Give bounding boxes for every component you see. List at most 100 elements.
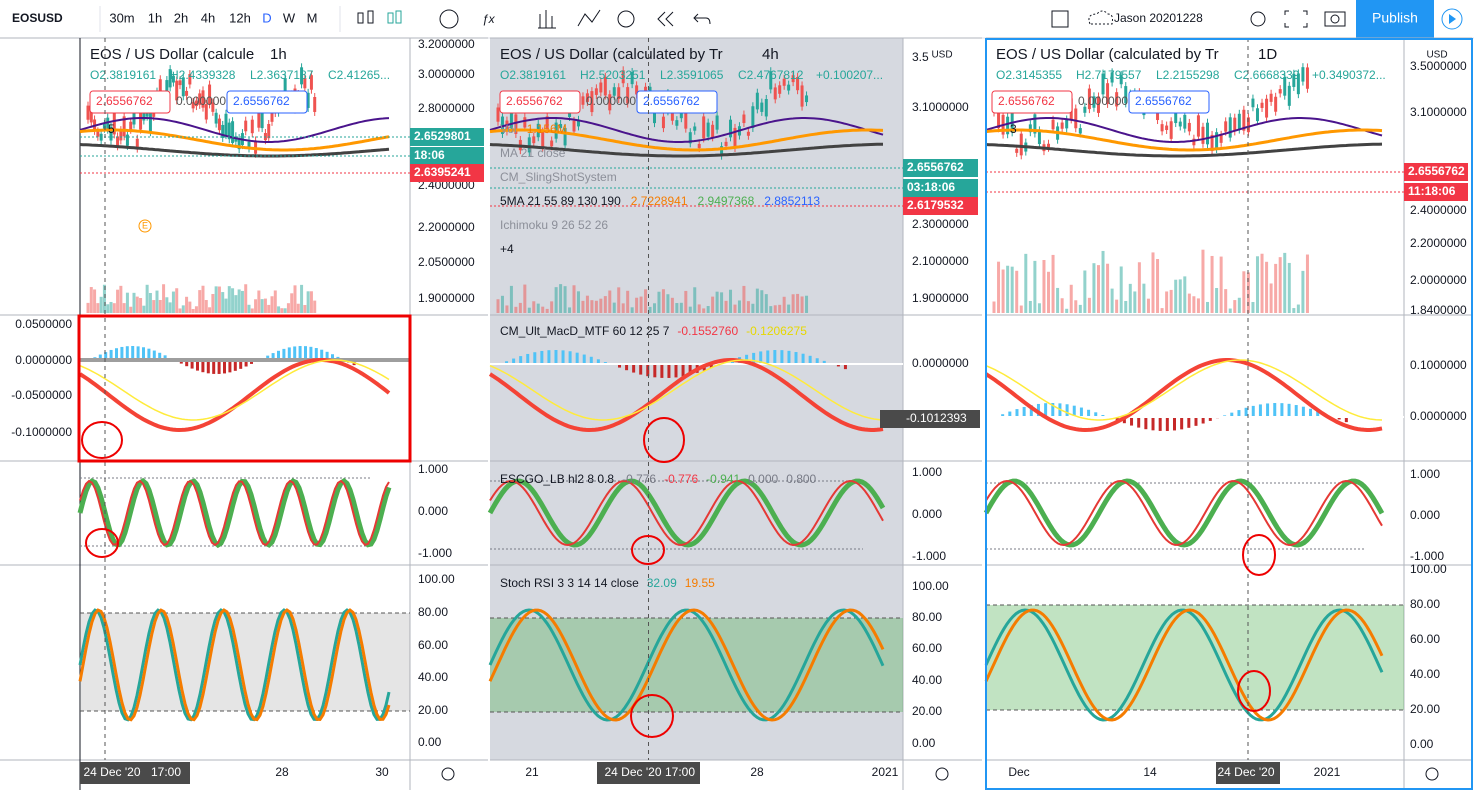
- volume-bar: [769, 306, 773, 313]
- volume-bar: [1065, 308, 1069, 313]
- volume-bar: [791, 294, 795, 313]
- volume-bar: [617, 287, 621, 313]
- axis-label: 2.4000000: [1410, 203, 1467, 217]
- axis-label: 60.00: [418, 638, 448, 652]
- volume-bar: [152, 300, 156, 313]
- histogram-bar: [660, 364, 664, 378]
- symbol[interactable]: EOSUSD: [12, 11, 63, 25]
- volume-bar: [300, 284, 304, 313]
- collapse-count[interactable]: 3: [1010, 122, 1017, 136]
- interval-button[interactable]: 1h: [148, 10, 162, 25]
- interval-button[interactable]: M: [307, 10, 318, 25]
- settings-icon[interactable]: [1425, 767, 1439, 781]
- volume-bar: [992, 301, 996, 313]
- histogram-bar: [131, 346, 135, 360]
- settings-icon[interactable]: [935, 767, 949, 781]
- histogram-bar: [244, 360, 248, 367]
- publish-button[interactable]: [1356, 0, 1434, 38]
- volume-bar: [670, 297, 674, 313]
- volume-bar: [1060, 298, 1064, 313]
- time-label: 17:00: [151, 765, 181, 779]
- histogram-bar: [512, 358, 516, 364]
- interval-button[interactable]: 4h: [201, 10, 215, 25]
- volume-bar: [1265, 261, 1269, 313]
- layout-name[interactable]: Jason 20201228: [1114, 11, 1203, 25]
- axis-label: 1.000: [1410, 467, 1440, 481]
- histogram-bar: [228, 360, 232, 373]
- candle: [1169, 121, 1173, 139]
- volume-bar: [1051, 254, 1055, 313]
- histogram-bar: [1165, 417, 1169, 431]
- candle-icon[interactable]: [357, 10, 374, 24]
- volume-bar: [702, 308, 706, 313]
- candle-icon-2[interactable]: [387, 10, 402, 24]
- histogram-bar: [120, 346, 124, 360]
- histogram-bar: [1087, 409, 1091, 417]
- interval-button[interactable]: 12h: [229, 10, 251, 25]
- volume-bar: [1287, 262, 1291, 313]
- candle: [1242, 109, 1246, 131]
- collapse-count[interactable]: 5: [108, 122, 115, 136]
- histogram-bar: [190, 360, 194, 369]
- candle: [621, 70, 625, 84]
- settings-icon[interactable]: [441, 767, 455, 781]
- add-icon[interactable]: [439, 9, 459, 29]
- volume-bar: [204, 300, 208, 313]
- ohlc-value: H2.7179557: [1076, 68, 1142, 82]
- histogram-bar: [1137, 417, 1141, 428]
- candle: [594, 88, 598, 95]
- axis-label: 100.00: [418, 572, 455, 586]
- histogram-bar: [1237, 410, 1241, 417]
- volume-bar: [532, 301, 536, 313]
- volume-bar: [309, 291, 313, 313]
- play-icon[interactable]: [1441, 8, 1463, 30]
- volume-bar: [536, 303, 540, 313]
- fx-icon[interactable]: ƒx: [482, 12, 496, 26]
- candle: [1119, 74, 1123, 85]
- candle: [746, 131, 750, 136]
- interval-button[interactable]: 2h: [174, 10, 188, 25]
- price-badge-label: 18:06: [414, 148, 445, 162]
- histogram-bar: [320, 349, 324, 360]
- candle: [1047, 143, 1051, 148]
- axis-label: 2.0500000: [418, 255, 475, 269]
- volume-bar: [221, 292, 225, 313]
- volume-bar: [139, 298, 143, 313]
- candle: [1278, 89, 1282, 94]
- histogram-bar: [1244, 407, 1248, 417]
- indicator-legend: ESCGO_LB hl2 8 0.8: [500, 472, 614, 486]
- publish-label[interactable]: Publish: [1372, 10, 1418, 26]
- histogram-bar: [568, 351, 572, 364]
- volume-bar: [751, 303, 755, 313]
- candle: [1305, 67, 1309, 89]
- volume-bar: [773, 305, 777, 313]
- volume-bar: [1178, 279, 1182, 313]
- interval-button[interactable]: D: [262, 10, 271, 25]
- volume-bar: [505, 305, 509, 313]
- volume-bar: [746, 301, 750, 313]
- axis-label: 1.9000000: [912, 291, 969, 305]
- volume-bar: [568, 307, 572, 313]
- histogram-bar: [596, 359, 600, 364]
- volume-bar: [267, 304, 271, 313]
- candle: [688, 132, 692, 144]
- interval-button[interactable]: W: [283, 10, 296, 25]
- indicator-legend: -0.1552760: [677, 324, 738, 338]
- volume-bar: [273, 290, 277, 313]
- histogram-bar: [519, 356, 523, 364]
- toolbar-icons[interactable]: [538, 9, 1346, 29]
- volume-bar: [500, 295, 504, 313]
- volume-bar: [191, 308, 195, 313]
- histogram-bar: [1287, 403, 1291, 417]
- interval-button[interactable]: 30m: [109, 10, 134, 25]
- volume-bar: [129, 306, 133, 313]
- volume-bar: [155, 290, 159, 313]
- histogram-bar: [1044, 403, 1048, 417]
- indicator-legend: -0.776: [622, 472, 656, 486]
- volume-bar: [270, 296, 274, 313]
- histogram-bar: [759, 351, 763, 364]
- volume-bar: [280, 308, 284, 313]
- candle: [306, 92, 310, 108]
- interval: 4h: [762, 46, 779, 63]
- axis-label: 0.000: [1410, 508, 1440, 522]
